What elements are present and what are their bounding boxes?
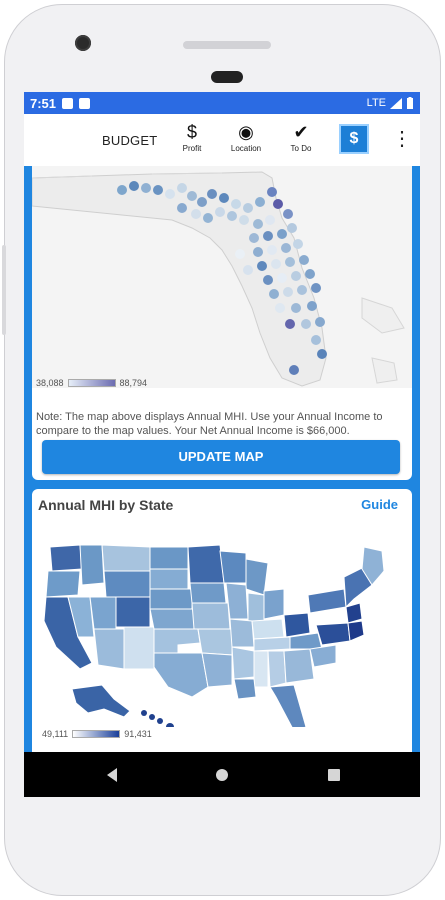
screen: 7:51 LTE BUDGET $ Profit ◉ Location ✔ To… — [24, 92, 420, 797]
state-legend-max: 91,431 — [124, 729, 152, 739]
back-button[interactable] — [82, 752, 142, 797]
speaker-grille — [183, 41, 271, 49]
florida-legend-min: 38,088 — [36, 378, 64, 388]
location-label: Location — [230, 144, 262, 153]
map-note: Note: The map above displays Annual MHI.… — [36, 411, 383, 437]
state-legend-bar — [72, 730, 121, 738]
florida-card: 38,088 88,794 Note: The map above displa… — [32, 166, 412, 480]
status-time: 7:51 — [30, 95, 57, 111]
network-label: LTE — [366, 97, 386, 109]
us-states-map[interactable] — [32, 537, 412, 727]
florida-legend-bar — [67, 379, 116, 387]
app-bar: BUDGET $ Profit ◉ Location ✔ To Do $ ⋮ — [24, 114, 420, 166]
florida-county-markers — [117, 181, 327, 375]
check-icon: ✔ — [293, 122, 309, 142]
state-mhi-title: Annual MHI by State — [38, 497, 174, 513]
front-camera — [75, 35, 91, 51]
todo-label: To Do — [290, 144, 312, 153]
state-mhi-card: Annual MHI by State Guide — [32, 489, 412, 752]
dollar-icon: $ — [186, 122, 197, 142]
battery-icon — [407, 97, 413, 109]
recents-icon — [328, 768, 340, 781]
update-map-button[interactable]: UPDATE MAP — [42, 440, 400, 474]
florida-map[interactable] — [32, 166, 412, 388]
guide-link[interactable]: Guide — [361, 497, 398, 512]
side-button — [2, 245, 6, 335]
state-legend-min: 49,111 — [42, 729, 69, 739]
content-scroll[interactable]: 38,088 88,794 Note: The map above displa… — [24, 166, 420, 752]
app-title: BUDGET — [102, 133, 158, 148]
status-bar: 7:51 LTE — [24, 92, 420, 114]
profit-label: Profit — [182, 144, 202, 153]
earpiece — [211, 71, 243, 83]
status-right: LTE — [367, 97, 414, 109]
profit-button[interactable]: $ Profit — [170, 122, 214, 153]
recents-button[interactable] — [304, 752, 364, 797]
app-logo-icon[interactable]: $ — [339, 124, 369, 154]
more-icon[interactable]: ⋮ — [392, 128, 412, 150]
sd-card-icon — [79, 97, 91, 109]
system-nav-bar — [24, 752, 420, 797]
notification-icon — [62, 97, 74, 109]
location-icon: ◉ — [238, 122, 254, 142]
todo-button[interactable]: ✔ To Do — [279, 122, 323, 153]
home-button[interactable] — [192, 752, 252, 797]
florida-legend-max: 88,794 — [119, 378, 148, 388]
home-icon — [216, 768, 228, 781]
location-button[interactable]: ◉ Location — [224, 122, 268, 153]
signal-icon — [390, 97, 402, 109]
florida-legend: 38,088 88,794 — [36, 378, 147, 388]
back-icon — [107, 767, 117, 782]
state-legend: 49,111 91,431 — [42, 729, 152, 739]
